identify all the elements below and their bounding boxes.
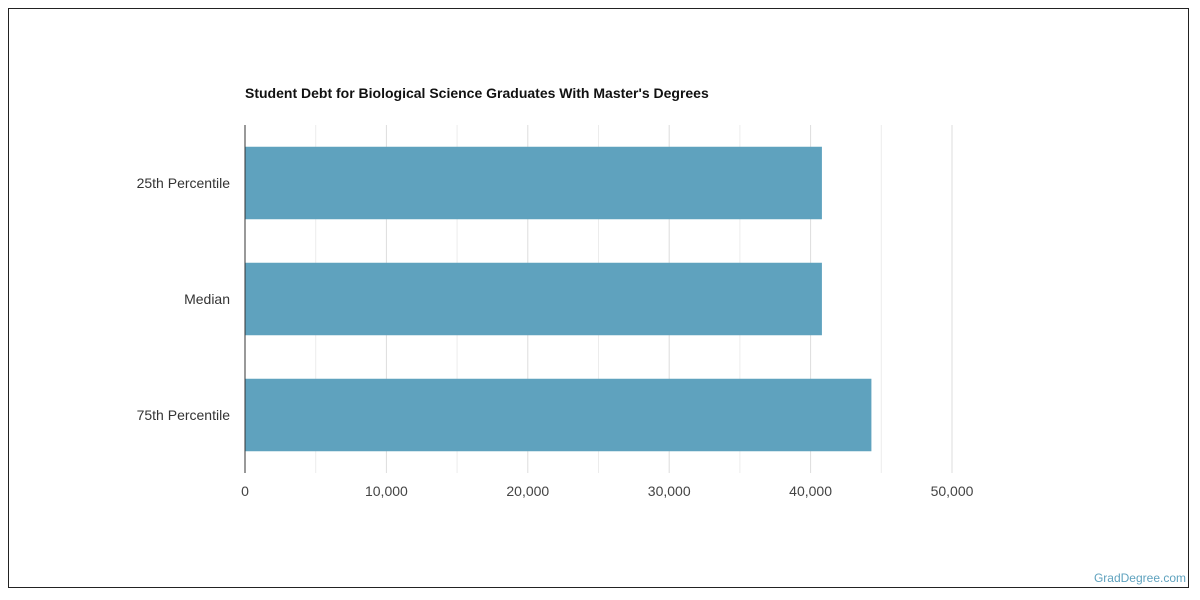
x-tick-label: 0 bbox=[241, 483, 249, 499]
bar-25th-percentile[interactable] bbox=[245, 146, 822, 220]
bars bbox=[245, 146, 872, 452]
chart-title: Student Debt for Biological Science Grad… bbox=[245, 85, 709, 101]
source-watermark[interactable]: GradDegree.com bbox=[1093, 571, 1186, 585]
category-label: 75th Percentile bbox=[137, 407, 231, 423]
x-tick-label: 20,000 bbox=[506, 483, 549, 499]
bar-75th-percentile[interactable] bbox=[245, 378, 872, 452]
x-tick-label: 40,000 bbox=[789, 483, 832, 499]
x-tick-label: 30,000 bbox=[648, 483, 691, 499]
category-label: Median bbox=[184, 291, 230, 307]
labels: 25th Percentile Median 75th Percentile 0 10,… bbox=[137, 175, 974, 499]
x-tick-label: 10,000 bbox=[365, 483, 408, 499]
category-label: 25th Percentile bbox=[137, 175, 231, 191]
bar-median[interactable] bbox=[245, 262, 822, 336]
x-tick-label: 50,000 bbox=[931, 483, 974, 499]
